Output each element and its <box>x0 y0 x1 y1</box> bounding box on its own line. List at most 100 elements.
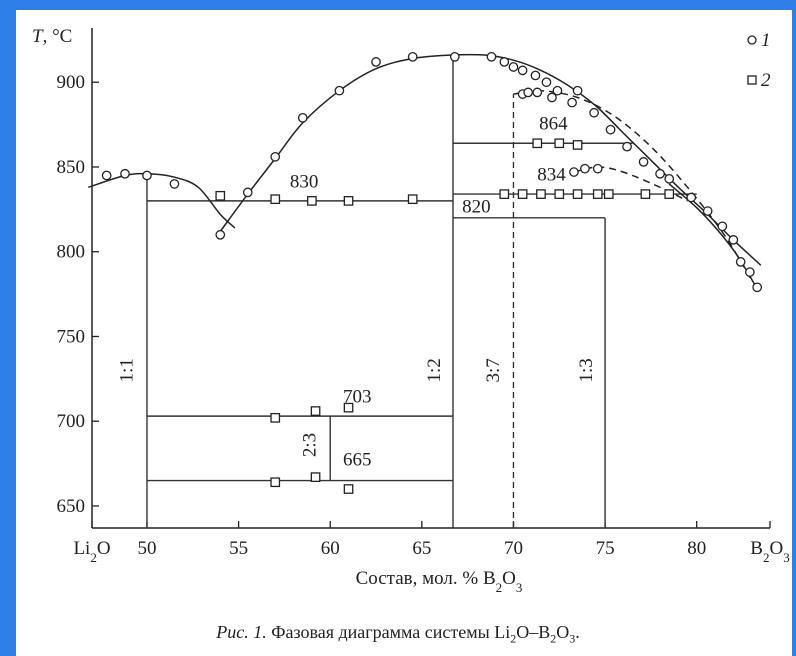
data-point-circle <box>638 157 649 167</box>
x-tick-label: 75 <box>596 538 615 559</box>
data-point-square <box>343 484 354 494</box>
data-point-square <box>307 196 317 206</box>
data-point-circle <box>728 235 739 245</box>
data-point-circle <box>752 282 763 293</box>
data-point-circle <box>605 124 616 135</box>
x-tick-label: 60 <box>321 538 340 559</box>
data-point-circle <box>580 163 590 174</box>
data-point-circle <box>552 85 563 96</box>
x-tick-label: 55 <box>229 538 248 559</box>
ratio-label: 1:1 <box>116 358 137 382</box>
data-point-circle <box>702 206 713 216</box>
phase-lines <box>146 55 697 528</box>
data-point-square <box>572 140 583 150</box>
temperature-label: 703 <box>343 387 372 408</box>
data-point-circle <box>589 107 599 118</box>
caption-prefix: Рис. 1. <box>216 622 267 642</box>
y-tick-label: 800 <box>57 242 86 263</box>
data-point-circle <box>655 168 665 179</box>
data-point-circle <box>334 85 345 96</box>
data-point-circle <box>499 57 510 67</box>
data-point-square <box>536 189 546 199</box>
ratio-label: 3:7 <box>483 358 504 382</box>
data-point-square <box>270 477 281 488</box>
temperature-label: 820 <box>462 197 491 218</box>
data-point-circle <box>735 257 746 267</box>
annotations: 830 820 864 834 703 665 1:1 1:2 3:7 1:3 2:3 <box>116 114 597 471</box>
ratio-label: 2:3 <box>300 433 321 457</box>
data-point-circle <box>569 167 579 177</box>
data-point-circle <box>120 168 130 179</box>
x-tick-label: Li2O <box>73 538 110 565</box>
temperature-label: 665 <box>343 449 372 470</box>
data-point-circle <box>407 51 418 62</box>
y-axis-label: T, °C <box>32 26 72 47</box>
caption-text: Фазовая диаграмма системы Li2O–B2O3. <box>271 622 580 646</box>
data-point-circle <box>517 65 528 76</box>
data-point-circle <box>169 179 180 189</box>
data-point-circle <box>717 221 728 232</box>
data-point-square <box>343 402 354 413</box>
x-tick-label: 65 <box>412 538 431 559</box>
data-point-circle <box>242 187 253 198</box>
data-point-square <box>664 189 675 199</box>
x-axis-label: Состав, мол. % B2O3 <box>356 568 523 595</box>
data-point-circle <box>744 267 755 277</box>
data-point-square <box>310 472 321 483</box>
data-point-square <box>310 406 321 416</box>
legend-marker-circle <box>747 35 757 45</box>
data-point-square <box>407 194 418 205</box>
data-points <box>101 51 763 494</box>
data-point-circle <box>101 170 112 181</box>
temperature-label: 834 <box>537 165 566 186</box>
data-point-circle <box>664 173 675 184</box>
data-point-circle <box>371 57 381 67</box>
data-point-square <box>572 189 583 199</box>
data-point-circle <box>547 92 557 103</box>
ratio-label: 1:3 <box>576 358 597 382</box>
data-point-circle <box>215 229 226 240</box>
data-point-circle <box>508 62 519 72</box>
y-tick-label: 900 <box>57 72 86 93</box>
curve-liquidus-right-lower <box>668 183 756 286</box>
ratio-label: 1:2 <box>424 358 445 382</box>
data-point-square <box>532 138 543 149</box>
data-point-square <box>517 189 528 199</box>
x-tick-label: 80 <box>687 538 706 559</box>
data-point-circle <box>523 87 533 98</box>
y-tick-label: 850 <box>57 157 86 178</box>
data-point-circle <box>297 112 308 123</box>
data-point-square <box>554 189 565 199</box>
x-tick-label: B2O3 <box>750 538 789 565</box>
data-point-square <box>215 190 226 201</box>
y-tick-label: 750 <box>57 326 86 347</box>
legend-label: 2 <box>761 70 771 91</box>
data-point-square <box>640 189 651 199</box>
data-point-circle <box>270 151 281 162</box>
data-point-circle <box>541 77 552 88</box>
legend: 12 <box>747 30 771 91</box>
x-tick-label: 70 <box>504 538 523 559</box>
data-point-square <box>554 138 565 149</box>
y-tick-label: 700 <box>57 411 86 432</box>
data-point-circle <box>622 141 632 152</box>
figure-panel <box>16 10 792 656</box>
curve-metastable-3-7 <box>513 89 753 281</box>
curve-liquidus-main <box>219 53 762 266</box>
legend-label: 1 <box>761 30 771 51</box>
figure-caption: Рис. 1. Фазовая диаграмма системы Li2O–B… <box>0 622 796 647</box>
data-point-circle <box>572 85 583 96</box>
temperature-label: 864 <box>539 114 568 135</box>
data-point-square <box>592 189 603 199</box>
axes: 650 700 750 800 850 900 Li2O 50 55 60 65 70 75 80 B2O3… <box>32 26 790 595</box>
y-tick-label: 650 <box>57 496 86 517</box>
data-point-circle <box>592 163 603 174</box>
data-point-circle <box>567 97 577 108</box>
data-point-square <box>603 189 614 199</box>
temperature-label: 830 <box>290 171 319 192</box>
data-point-circle <box>449 51 460 62</box>
data-point-square <box>270 412 281 423</box>
data-point-square <box>270 194 281 205</box>
data-point-circle <box>486 51 497 62</box>
